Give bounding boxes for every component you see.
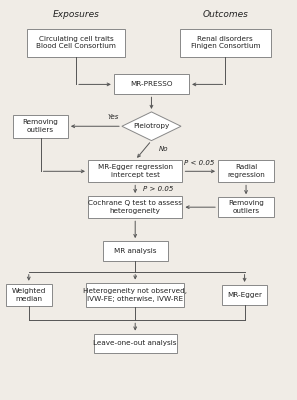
Text: MR-PRESSO: MR-PRESSO xyxy=(130,82,173,88)
Text: Leave-one-out analysis: Leave-one-out analysis xyxy=(94,340,177,346)
Text: Weighted
median: Weighted median xyxy=(12,288,46,302)
FancyBboxPatch shape xyxy=(114,74,189,94)
Text: Exposures: Exposures xyxy=(53,10,99,19)
FancyBboxPatch shape xyxy=(103,241,168,261)
Text: MR-Egger regression
intercept test: MR-Egger regression intercept test xyxy=(98,164,173,178)
FancyBboxPatch shape xyxy=(94,334,177,354)
Text: Removing
outliers: Removing outliers xyxy=(23,119,59,133)
Text: Outcomes: Outcomes xyxy=(203,10,248,19)
Text: P > 0.05: P > 0.05 xyxy=(143,186,173,192)
Text: Removing
outliers: Removing outliers xyxy=(228,200,264,214)
FancyBboxPatch shape xyxy=(88,160,182,182)
Text: P < 0.05: P < 0.05 xyxy=(184,160,214,166)
FancyBboxPatch shape xyxy=(218,197,274,217)
Text: Heterogeneity not observed,
IVW-FE; otherwise, IVW-RE: Heterogeneity not observed, IVW-FE; othe… xyxy=(83,288,187,302)
Text: Cochrane Q test to assess
heterogeneity: Cochrane Q test to assess heterogeneity xyxy=(88,200,182,214)
FancyBboxPatch shape xyxy=(180,28,271,56)
Text: Radial
regression: Radial regression xyxy=(227,164,265,178)
Text: Renal disorders
Finigen Consortium: Renal disorders Finigen Consortium xyxy=(191,36,260,50)
FancyBboxPatch shape xyxy=(88,196,182,218)
FancyBboxPatch shape xyxy=(86,282,184,307)
Polygon shape xyxy=(122,112,181,141)
FancyBboxPatch shape xyxy=(27,28,125,56)
FancyBboxPatch shape xyxy=(6,284,52,306)
Text: Yes: Yes xyxy=(108,114,119,120)
FancyBboxPatch shape xyxy=(13,115,68,138)
Text: MR analysis: MR analysis xyxy=(114,248,157,254)
Text: No: No xyxy=(159,146,168,152)
Text: Circulating cell traits
Blood Cell Consortium: Circulating cell traits Blood Cell Conso… xyxy=(36,36,116,50)
Text: MR-Egger: MR-Egger xyxy=(227,292,262,298)
FancyBboxPatch shape xyxy=(218,160,274,182)
FancyBboxPatch shape xyxy=(222,285,268,305)
Text: Pleiotropy: Pleiotropy xyxy=(133,123,170,129)
